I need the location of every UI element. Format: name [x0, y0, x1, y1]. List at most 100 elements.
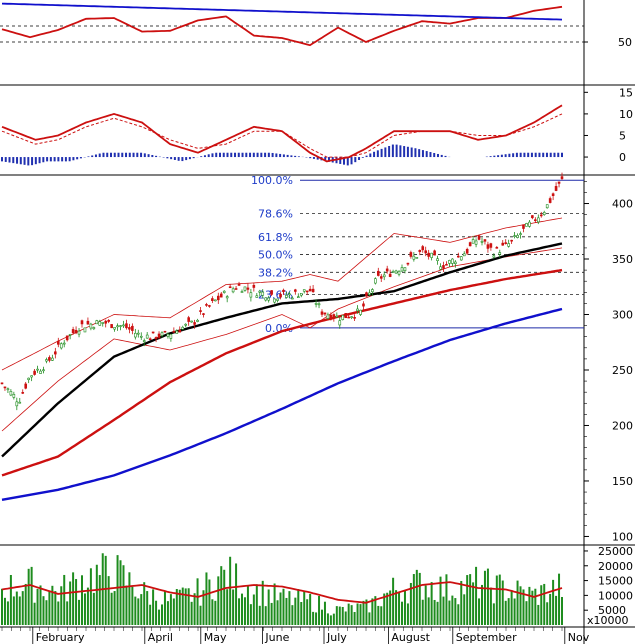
volume-bar — [309, 593, 312, 625]
candle-body — [125, 323, 128, 329]
candlestick — [403, 267, 407, 274]
price-tick-label: 250 — [612, 364, 633, 377]
volume-bar — [21, 591, 24, 625]
candle-body — [430, 252, 433, 258]
rsi-tick-label: 50 — [618, 36, 632, 49]
volume-bar — [51, 585, 54, 625]
volume-bar — [457, 604, 460, 625]
candle-body — [172, 331, 176, 333]
candle-body — [86, 320, 90, 325]
candle-body — [74, 330, 78, 334]
volume-bar — [528, 586, 531, 625]
volume-bar — [199, 605, 202, 625]
volume-bar — [161, 604, 163, 625]
volume-bar — [451, 595, 454, 625]
candle-body — [501, 242, 505, 246]
candle-body — [92, 327, 96, 330]
candlestick — [486, 241, 490, 253]
candlestick — [181, 325, 185, 331]
candle-body — [379, 276, 383, 279]
candlestick — [519, 231, 522, 239]
candlestick — [480, 237, 484, 246]
candle-body — [255, 295, 259, 298]
candlestick — [39, 369, 42, 374]
candle-body — [27, 377, 30, 380]
candlestick — [528, 220, 531, 228]
candlestick — [344, 313, 348, 319]
candle-body — [335, 315, 339, 318]
candlestick — [258, 289, 262, 297]
candle-body — [365, 292, 368, 297]
candlestick — [513, 231, 516, 239]
volume-bar — [211, 599, 214, 625]
volume-bar — [294, 597, 297, 625]
moving-average-line-1 — [1, 268, 563, 477]
candlestick — [483, 239, 487, 245]
candle-body — [323, 312, 327, 315]
volume-bar — [306, 599, 309, 625]
candlestick — [83, 327, 87, 333]
candle-body — [557, 181, 561, 184]
candlestick — [74, 326, 78, 335]
candlestick — [3, 386, 7, 391]
candlestick — [252, 282, 256, 292]
candlestick — [113, 327, 116, 332]
candle-body — [332, 314, 336, 319]
volume-bar — [558, 573, 561, 625]
candle-body — [409, 252, 413, 257]
candle-body — [222, 290, 226, 293]
volume-bar — [137, 598, 140, 625]
volume-bar — [418, 572, 421, 625]
volume-bar — [510, 590, 513, 625]
price-panel: 100.0%78.6%61.8%50.0%38.2%23.6%0.0% — [0, 172, 584, 501]
candle-body — [225, 296, 229, 299]
candle-body — [534, 219, 537, 222]
candlestick — [560, 172, 564, 181]
volume-bar — [427, 597, 430, 625]
volume-average-line — [1, 581, 563, 604]
volume-bar — [483, 570, 486, 625]
candle-body — [388, 273, 392, 277]
candle-body — [208, 305, 211, 307]
candle-body — [62, 342, 66, 345]
volume-bar — [249, 604, 252, 625]
volume-bar — [149, 604, 152, 625]
candle-body — [166, 333, 170, 337]
candlestick — [86, 317, 90, 325]
volume-bar — [501, 580, 504, 625]
candle-body — [190, 320, 193, 323]
candle-body — [504, 242, 508, 244]
candle-body — [3, 386, 7, 389]
candlestick — [536, 214, 540, 225]
candle-body — [59, 343, 63, 349]
volume-bar — [9, 574, 12, 625]
candle-body — [51, 357, 54, 361]
volume-bar — [436, 601, 439, 625]
candle-body — [264, 297, 268, 301]
candle-body — [211, 298, 214, 301]
candle-body — [397, 270, 401, 275]
candle-body — [551, 193, 555, 197]
candle-body — [261, 291, 265, 296]
month-label: September — [456, 631, 517, 644]
volume-bar — [89, 568, 92, 625]
volume-bar — [371, 598, 374, 625]
candlestick — [110, 324, 113, 329]
candle-body — [548, 198, 552, 203]
candlestick — [365, 291, 368, 297]
candle-body — [451, 258, 454, 264]
candlestick — [335, 312, 339, 318]
volume-bar — [454, 598, 457, 625]
candle-body — [231, 288, 235, 293]
price-tick-label: 200 — [612, 419, 633, 432]
volume-tick-label: 15000 — [598, 575, 633, 588]
rsi-series-line-1 — [1, 2, 563, 21]
candle-body — [545, 204, 549, 209]
candle-body — [465, 248, 469, 254]
candle-body — [516, 235, 519, 238]
candlestick — [27, 377, 30, 384]
volume-bar — [347, 603, 350, 625]
candlestick — [0, 382, 4, 385]
volume-bar — [57, 601, 60, 625]
candlestick — [267, 295, 270, 303]
